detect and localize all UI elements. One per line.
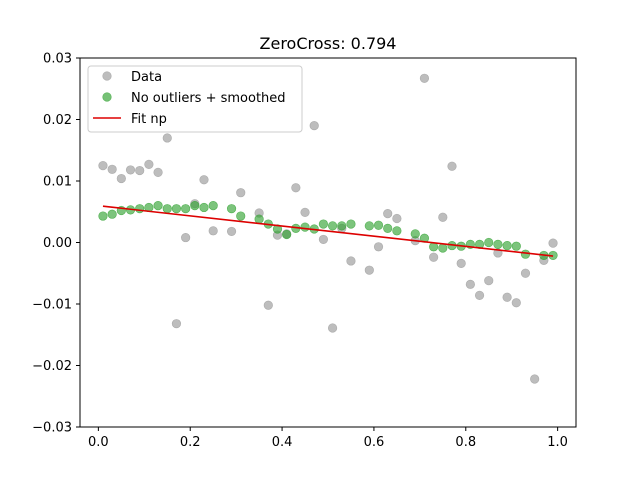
data-point-1-26 (364, 221, 374, 231)
data-point-0-27 (373, 242, 384, 252)
data-point-0-32 (429, 252, 439, 262)
data-point-1-25 (346, 219, 356, 229)
data-point-1-7 (162, 204, 172, 214)
data-point-0-26 (364, 265, 374, 275)
data-point-0-1 (107, 164, 117, 174)
data-point-0-7 (162, 133, 172, 143)
series-2 (102, 205, 554, 257)
data-point-1-23 (327, 221, 338, 231)
legend-marker-swatch (102, 71, 112, 81)
data-point-1-15 (254, 214, 264, 224)
data-point-0-12 (208, 226, 218, 236)
data-point-0-21 (309, 121, 319, 131)
data-point-0-25 (346, 256, 356, 266)
data-point-0-13 (226, 226, 237, 237)
y-tick-label: −0.02 (32, 359, 72, 374)
y-tick-label: 0.01 (43, 175, 72, 190)
data-point-1-10 (190, 201, 200, 211)
data-point-0-45 (548, 238, 558, 248)
data-point-1-14 (236, 211, 246, 221)
axes: 0.0 0.2 0.4 0.6 0.8 1.0 −0.03 −0.02 −0.01 0.00 0.0… (32, 52, 577, 450)
data-point-0-20 (300, 207, 310, 217)
data-point-0-0 (98, 161, 108, 171)
data-point-0-33 (438, 212, 448, 222)
data-point-0-11 (199, 175, 209, 185)
data-point-1-33 (438, 243, 448, 253)
data-point-0-34 (447, 161, 457, 171)
data-point-1-30 (410, 229, 420, 239)
data-point-0-16 (263, 300, 273, 310)
data-point-0-29 (392, 213, 402, 224)
data-point-1-29 (392, 226, 402, 236)
data-point-1-6 (153, 201, 163, 211)
legend-entry-label: No outliers + smoothed (131, 91, 286, 106)
data-point-0-41 (511, 298, 521, 308)
chart-title: ZeroCross: 0.794 (260, 34, 397, 53)
data-point-0-42 (520, 268, 531, 278)
x-tick-label: 0.4 (272, 435, 293, 450)
x-tick-label: 0.8 (455, 435, 476, 450)
data-point-0-19 (291, 183, 301, 193)
data-point-1-4 (135, 204, 145, 214)
y-tick-label: 0.03 (43, 52, 72, 67)
data-point-0-6 (153, 167, 163, 177)
data-point-1-12 (208, 201, 218, 211)
data-point-1-8 (171, 204, 182, 214)
data-point-0-3 (125, 165, 136, 175)
x-tick-label: 0.0 (88, 435, 109, 450)
data-point-0-36 (465, 279, 475, 289)
data-point-1-18 (282, 229, 292, 240)
data-point-0-4 (135, 165, 145, 176)
data-point-1-11 (199, 202, 209, 213)
data-point-0-43 (530, 374, 540, 384)
data-point-1-40 (502, 240, 512, 251)
legend-entry-label: Data (131, 70, 162, 85)
y-tick-label: −0.01 (32, 298, 72, 313)
data-point-1-1 (107, 209, 117, 219)
x-tick-label: 1.0 (547, 435, 568, 450)
legend-box (87, 65, 303, 133)
data-point-1-0 (98, 211, 108, 221)
data-point-0-2 (116, 173, 126, 184)
data-point-1-27 (373, 220, 384, 230)
data-point-1-22 (318, 219, 329, 229)
data-point-0-23 (327, 323, 338, 333)
data-point-0-22 (318, 234, 329, 245)
data-point-0-31 (419, 73, 430, 83)
data-point-1-41 (511, 241, 521, 251)
plot-area (98, 73, 558, 384)
data-point-0-28 (383, 208, 393, 219)
data-point-1-28 (383, 223, 393, 233)
data-point-0-40 (502, 292, 512, 302)
data-point-0-37 (474, 290, 485, 300)
legend: Data No outliers + smoothed Fit np (87, 65, 303, 133)
data-point-0-14 (236, 188, 246, 198)
data-point-1-38 (484, 237, 494, 248)
data-point-0-35 (456, 258, 466, 269)
data-point-1-24 (337, 221, 347, 231)
data-point-1-39 (493, 239, 503, 249)
x-tick-label: 0.6 (364, 435, 385, 450)
legend-marker-swatch (102, 92, 112, 102)
data-point-1-9 (181, 204, 191, 214)
fit-line (102, 205, 554, 257)
data-point-0-8 (171, 319, 182, 329)
data-point-0-5 (144, 159, 154, 169)
y-tick-label: −0.03 (32, 421, 72, 436)
data-point-0-9 (181, 232, 191, 243)
legend-entry-label: Fit np (131, 112, 167, 127)
data-point-1-13 (226, 204, 237, 214)
data-point-1-42 (520, 249, 531, 259)
y-tick-label: 0.02 (43, 113, 72, 128)
series-0 (98, 73, 558, 384)
data-point-1-17 (272, 224, 283, 234)
data-point-0-38 (484, 276, 494, 286)
x-tick-label: 0.2 (180, 435, 201, 450)
data-point-1-20 (300, 222, 310, 232)
y-tick-label: 0.00 (43, 236, 72, 251)
